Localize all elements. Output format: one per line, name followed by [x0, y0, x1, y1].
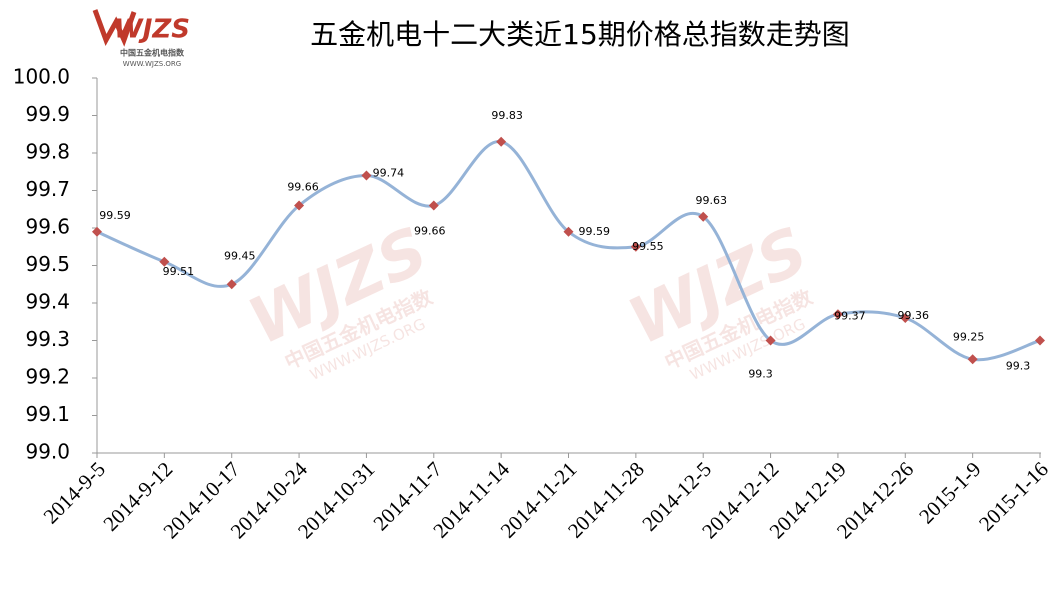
marker: [496, 136, 507, 147]
data-label: 99.55: [632, 240, 664, 253]
data-label: 99.83: [491, 109, 523, 122]
y-tick-label: 99.1: [25, 402, 70, 426]
marker: [765, 335, 776, 346]
data-label: 99.63: [695, 194, 727, 207]
data-label: 99.3: [1006, 360, 1031, 373]
marker: [159, 256, 170, 267]
y-tick-label: 99.8: [25, 140, 70, 164]
y-tick-label: 99.3: [25, 327, 70, 351]
data-label: 99.59: [579, 225, 611, 238]
data-label: 99.74: [373, 167, 405, 180]
chart-title: 五金机电十二大类近15期价格总指数走势图: [310, 18, 850, 51]
y-tick-label: 99.9: [25, 102, 70, 126]
marker: [361, 170, 372, 181]
x-tick-label: 2015-1-16: [974, 457, 1053, 536]
logo-name: 中国五金机电指数: [120, 48, 185, 58]
logo-icon: [92, 9, 137, 47]
marker: [428, 200, 439, 211]
data-label: 99.45: [224, 249, 256, 262]
data-label: 99.66: [414, 225, 446, 238]
y-tick-label: 99.4: [25, 290, 70, 314]
data-label: 99.59: [99, 209, 131, 222]
data-label: 99.3: [748, 368, 773, 381]
marker: [900, 313, 911, 323]
data-label: 99.66: [287, 181, 319, 194]
marker: [92, 226, 102, 237]
y-tick-label: 99.5: [25, 252, 70, 276]
data-label: 99.36: [898, 309, 930, 322]
marker: [563, 226, 574, 237]
y-tick-label: 99.6: [25, 215, 70, 239]
watermark: WJZS 中国五金机电指数 WWW.WJZS.ORG WJZS 中国五金机电指数…: [238, 214, 819, 384]
marker: [698, 211, 709, 222]
logo-url: WWW.WJZS.ORG: [123, 60, 181, 68]
marker: [1035, 335, 1045, 346]
marker: [294, 200, 305, 211]
y-tick-label: 99.2: [25, 365, 70, 389]
marker: [630, 241, 641, 252]
marker: [832, 309, 843, 320]
logo-brand: WJZS: [114, 15, 190, 45]
data-label: 99.37: [834, 309, 866, 322]
data-label: 99.51: [163, 265, 195, 278]
marker: [226, 279, 237, 290]
y-tick-label: 99.0: [25, 440, 70, 464]
data-label: 99.25: [953, 330, 985, 343]
marker: [967, 354, 978, 365]
y-tick-label: 99.7: [25, 177, 70, 201]
y-tick-label: 100.0: [13, 65, 70, 89]
logo: WJZS 中国五金机电指数 WWW.WJZS.ORG: [92, 9, 190, 68]
